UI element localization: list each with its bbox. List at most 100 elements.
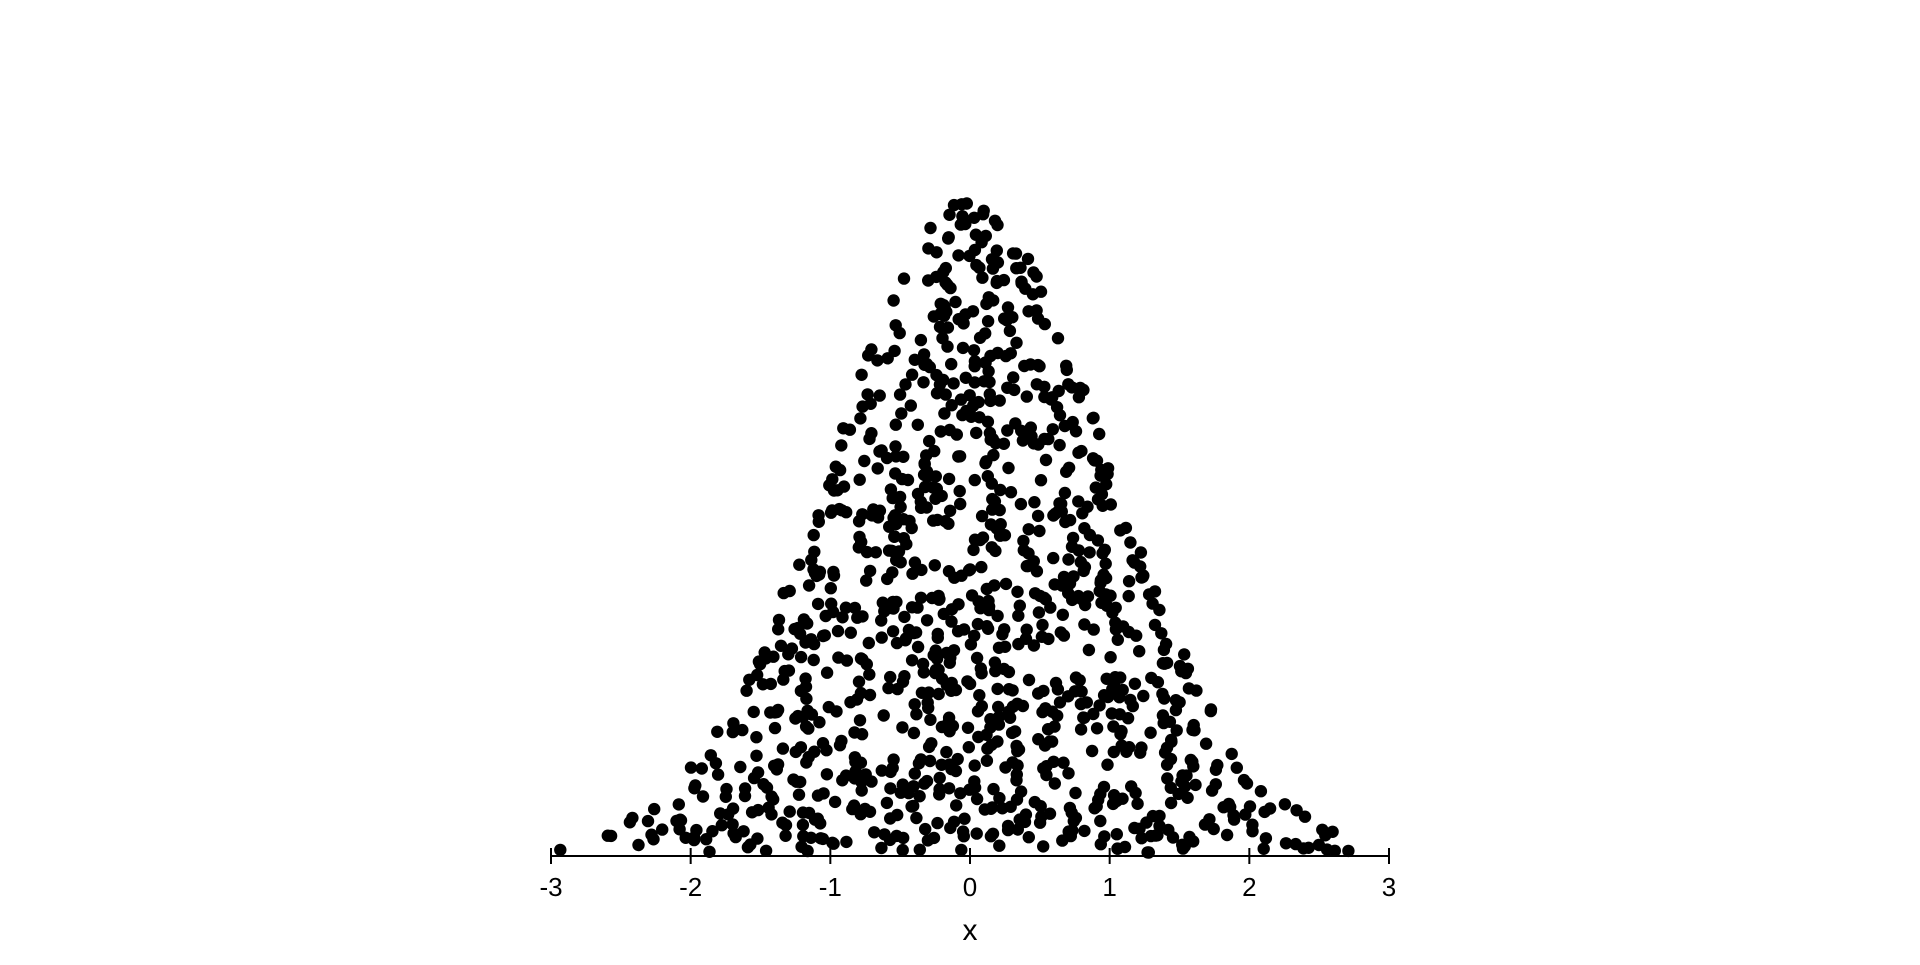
data-point — [1062, 586, 1075, 600]
data-point — [1146, 809, 1160, 823]
data-point — [1005, 726, 1019, 740]
data-point — [824, 582, 837, 595]
x-tick-label: 2 — [1242, 872, 1256, 902]
data-point — [940, 678, 953, 692]
data-point — [1002, 461, 1015, 475]
data-point — [703, 845, 716, 858]
data-point — [1072, 495, 1085, 508]
data-point — [976, 271, 989, 284]
data-point — [1123, 741, 1136, 754]
data-point — [887, 294, 900, 307]
data-point — [726, 818, 739, 831]
data-point — [648, 802, 661, 816]
data-point — [957, 830, 970, 843]
data-point — [969, 228, 983, 241]
data-point — [1032, 687, 1045, 700]
data-point — [993, 394, 1006, 407]
data-point — [910, 708, 923, 721]
data-point — [805, 553, 818, 567]
x-tick-label: 0 — [963, 872, 977, 902]
data-point — [734, 760, 747, 774]
data-point — [1106, 606, 1119, 619]
data-point — [827, 837, 840, 850]
data-point — [922, 701, 935, 715]
data-point — [932, 687, 945, 701]
data-point — [984, 518, 998, 531]
data-point — [1240, 777, 1254, 790]
data-point — [1014, 497, 1028, 511]
data-point — [863, 668, 876, 681]
data-point — [875, 764, 888, 777]
x-tick-label: -2 — [679, 872, 702, 902]
data-point — [914, 333, 928, 347]
data-point — [1012, 609, 1025, 622]
data-point — [928, 559, 941, 572]
data-point — [800, 635, 813, 649]
data-point — [1048, 578, 1061, 591]
data-point — [751, 766, 765, 779]
data-point — [896, 721, 909, 734]
data-point — [908, 767, 921, 780]
data-point — [920, 774, 934, 788]
data-point — [945, 762, 958, 776]
data-point — [1178, 780, 1192, 793]
data-point — [1176, 838, 1189, 851]
data-point — [909, 626, 923, 639]
data-point — [882, 544, 896, 557]
data-point — [998, 623, 1011, 636]
data-point — [765, 790, 778, 803]
data-point — [992, 700, 1005, 714]
data-point — [777, 586, 790, 600]
data-point — [999, 349, 1013, 363]
data-point — [1220, 828, 1234, 842]
data-point — [889, 440, 902, 453]
data-point — [998, 640, 1012, 653]
x-tick-label: -1 — [819, 872, 842, 902]
data-point — [988, 214, 1002, 227]
data-point — [970, 426, 983, 440]
data-point — [1022, 305, 1035, 318]
data-point — [1063, 801, 1077, 815]
data-point — [1278, 798, 1292, 811]
data-point — [1026, 288, 1040, 301]
data-point — [975, 560, 988, 574]
data-point — [972, 730, 985, 744]
data-point — [1110, 828, 1124, 841]
data-point — [1187, 835, 1200, 848]
data-point — [1209, 763, 1223, 776]
data-point — [907, 780, 920, 793]
data-point — [827, 565, 840, 579]
data-point — [1158, 657, 1171, 670]
data-point — [1046, 423, 1060, 436]
data-point — [744, 838, 757, 851]
data-point — [961, 721, 975, 734]
data-point — [770, 763, 783, 776]
data-point — [1189, 778, 1202, 792]
data-point — [889, 418, 902, 431]
data-point — [696, 790, 710, 803]
data-point — [942, 716, 955, 729]
data-point — [1190, 684, 1203, 697]
data-point — [1013, 813, 1026, 826]
data-point — [1008, 383, 1021, 397]
data-point — [915, 686, 929, 699]
data-point — [776, 742, 790, 755]
data-point — [1153, 603, 1166, 617]
data-point — [987, 782, 1000, 796]
data-point — [1098, 544, 1111, 557]
data-point — [883, 833, 897, 847]
data-point — [709, 757, 723, 770]
data-point — [738, 782, 752, 795]
data-point — [853, 714, 867, 727]
data-point — [811, 812, 824, 825]
data-point — [1043, 807, 1057, 820]
data-point — [802, 806, 816, 820]
data-point — [736, 723, 749, 737]
data-point — [772, 623, 785, 636]
data-point — [942, 517, 955, 530]
data-point — [930, 368, 943, 382]
data-point — [856, 400, 869, 413]
data-point — [958, 812, 971, 825]
data-point — [844, 696, 857, 709]
data-point — [1035, 630, 1049, 643]
